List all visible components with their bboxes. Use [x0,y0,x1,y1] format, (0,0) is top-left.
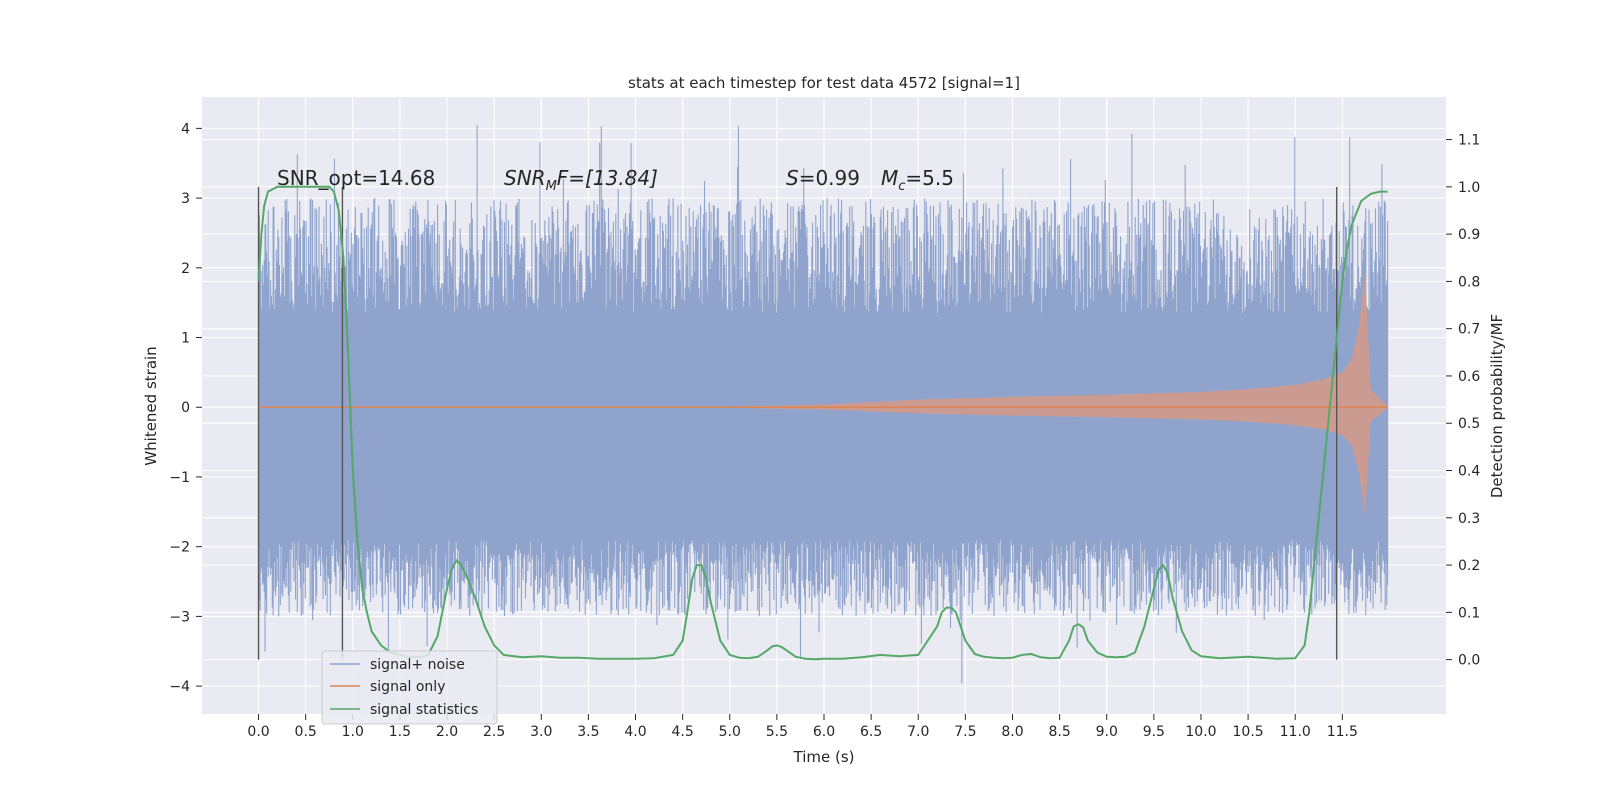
y2-tick-label: 0.4 [1458,464,1480,480]
chart-title: stats at each timestep for test data 457… [628,74,1020,92]
annotation-snr-mf-sub: M [546,179,557,194]
x-tick-label: 9.5 [1143,724,1165,740]
y2-tick-label: 0.5 [1458,416,1480,432]
y-axis-label: Whitened strain [142,346,160,465]
y-tick-label: 4 [181,121,190,137]
x-tick-label: 8.0 [1001,724,1023,740]
annotation-mc: Mc=5.5 [881,166,954,194]
signal-noise-series [257,124,1389,684]
x-tick-label: 11.5 [1327,724,1358,740]
annotation-s: S=0.99 [786,166,860,190]
y2-tick-label: 1.0 [1458,180,1480,196]
x-tick-label: 10.5 [1233,724,1264,740]
x-axis: 0.0 0.5 1.0 1.5 2.0 2.5 3.0 3.5 4.0 4.5 5.0 5.5 6.0 6… [247,714,1358,740]
y2-tick-label: 0.2 [1458,558,1480,574]
y2-tick-label: 0.6 [1458,369,1480,385]
y-tick-label: −4 [169,679,190,695]
signal-only-series [258,271,1388,516]
y-tick-label: −1 [169,470,190,486]
annotation-snr-opt: SNR_opt=14.68 [277,166,435,190]
annotation-snr-mf-main: SNR [504,166,546,190]
signal-statistics-line [257,185,1388,661]
y-tick-label: 1 [181,331,190,347]
x-axis-label: Time (s) [793,748,855,766]
x-tick-label: 1.5 [389,724,411,740]
y-tick-label: 2 [181,261,190,277]
x-tick-label: 11.0 [1280,724,1311,740]
y-tick-label: −2 [169,540,190,556]
annotation-mc-sub: c [898,179,905,194]
y-axis-left: 4 3 2 1 0 −1 −2 −3 −4 [169,121,202,695]
x-tick-label: 9.0 [1096,724,1118,740]
y2-tick-label: 0.7 [1458,322,1480,338]
x-tick-label: 7.5 [954,724,976,740]
x-tick-label: 5.0 [719,724,741,740]
x-tick-label: 3.0 [530,724,552,740]
x-tick-label: 8.5 [1048,724,1070,740]
y2-tick-label: 1.1 [1458,133,1480,149]
annotation-s-rest: =0.99 [799,166,860,190]
legend-label-signal-only: signal only [370,679,445,695]
y2-tick-label: 0.9 [1458,227,1480,243]
legend-box [321,650,498,725]
x-tick-label: 5.5 [766,724,788,740]
annotations: SNR_opt=14.68 SNRMF=[13.84] S=0.99 Mc=5.… [277,166,954,194]
x-tick-label: 2.0 [436,724,458,740]
annotation-mc-main: M [881,166,898,190]
signal-statistics-series [257,185,1388,661]
y2-tick-label: 0.3 [1458,511,1480,527]
x-tick-label: 1.0 [342,724,364,740]
y2-tick-label: 0.0 [1458,653,1480,669]
y-tick-label: 0 [181,400,190,416]
x-tick-label: 4.5 [672,724,694,740]
annotation-snr-mf-rest: F=[13.84] [557,166,658,190]
y-tick-label: −3 [169,609,190,625]
legend-label-signal-noise: signal+ noise [370,657,465,673]
y-axis-right: 1.1 1.0 0.9 0.8 0.7 0.6 0.5 0.4 0.3 0.2 0.1 0.0 [1446,133,1480,669]
x-tick-label: 0.0 [247,724,269,740]
x-tick-label: 6.5 [860,724,882,740]
signal-only-envelope [258,271,1388,516]
legend-label-signal-statistics: signal statistics [370,702,478,718]
annotation-snr-mf: SNRMF=[13.84] [504,166,658,194]
y2-tick-label: 0.8 [1458,274,1480,290]
y2-tick-label: 0.1 [1458,605,1480,621]
y2-axis-label: Detection probability/MF [1488,314,1506,498]
annotation-s-main: S [786,166,799,190]
x-tick-label: 7.0 [907,724,929,740]
x-tick-label: 4.0 [624,724,646,740]
x-tick-label: 6.0 [813,724,835,740]
x-tick-label: 10.0 [1185,724,1216,740]
annotation-mc-rest: =5.5 [905,166,954,190]
x-tick-label: 3.5 [577,724,599,740]
y-tick-label: 3 [181,191,190,207]
x-tick-label: 0.5 [295,724,317,740]
x-tick-label: 2.5 [483,724,505,740]
legend: signal+ noise signal only signal statist… [321,650,498,725]
